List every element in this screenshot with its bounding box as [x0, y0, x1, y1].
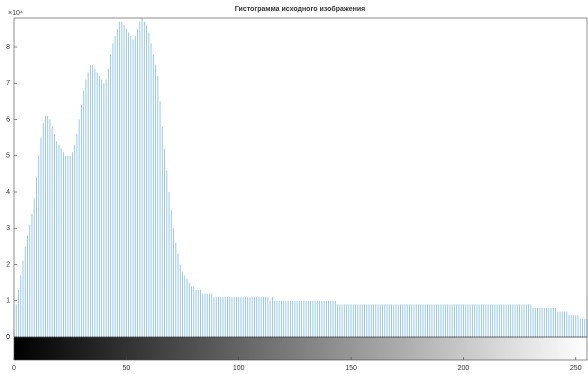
x-tick-label: 200	[458, 365, 470, 372]
y-tick-label: 5	[6, 153, 10, 160]
y-exponent: ×10⁴	[8, 10, 23, 17]
y-tick-label: 4	[6, 189, 10, 196]
y-tick-label: 7	[6, 80, 10, 87]
y-tick-label: 6	[6, 116, 10, 123]
colorbar	[13, 336, 588, 361]
axes-box	[13, 17, 588, 338]
y-tick-label: 8	[6, 44, 10, 51]
y-tick-label: 1	[6, 298, 10, 305]
x-tick-label: 0	[12, 365, 16, 372]
y-tick-label: 3	[6, 225, 10, 232]
y-tick-label: 0	[6, 334, 10, 341]
x-tick-label: 50	[122, 365, 130, 372]
x-tick-label: 100	[233, 365, 245, 372]
x-tick-label: 150	[345, 365, 357, 372]
x-tick-label: 250	[570, 365, 582, 372]
chart-title: Гистограмма исходного изображения	[235, 5, 366, 13]
y-tick-label: 2	[6, 261, 10, 268]
